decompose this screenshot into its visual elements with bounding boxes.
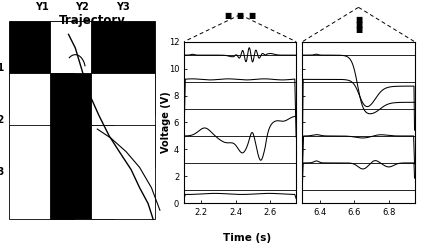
Bar <box>9 73 74 167</box>
Bar <box>50 125 114 219</box>
Text: Voltage (V): Voltage (V) <box>161 92 171 153</box>
Text: X2: X2 <box>0 115 5 125</box>
Bar <box>91 73 155 167</box>
Bar <box>9 125 74 219</box>
Text: ■: ■ <box>225 11 232 20</box>
Bar <box>91 125 155 219</box>
Text: ■: ■ <box>355 15 362 24</box>
Text: X3: X3 <box>0 167 5 177</box>
Text: X1: X1 <box>0 63 5 73</box>
Text: Trajectory: Trajectory <box>59 14 126 27</box>
Text: Y3: Y3 <box>116 2 129 12</box>
Bar <box>50 73 114 167</box>
Text: Time (s): Time (s) <box>223 233 272 243</box>
Text: ■: ■ <box>236 11 244 20</box>
Bar <box>9 21 74 115</box>
Bar <box>50 21 114 115</box>
Text: ■: ■ <box>355 20 362 29</box>
Text: ■: ■ <box>248 11 255 20</box>
Text: ■: ■ <box>355 25 362 34</box>
Text: Y1: Y1 <box>35 2 48 12</box>
Bar <box>91 21 155 115</box>
Text: Y2: Y2 <box>75 2 89 12</box>
